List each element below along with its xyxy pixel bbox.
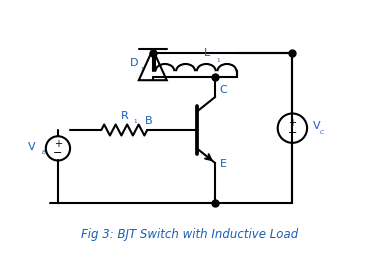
Text: B: B xyxy=(145,116,153,126)
Point xyxy=(289,51,295,55)
Text: Fig 3: BJT Switch with Inductive Load: Fig 3: BJT Switch with Inductive Load xyxy=(81,228,298,241)
Text: C: C xyxy=(220,85,227,95)
Text: +: + xyxy=(54,139,62,149)
Point xyxy=(212,202,218,206)
Text: −: − xyxy=(288,128,297,138)
Text: $_C$: $_C$ xyxy=(319,128,326,137)
Text: V: V xyxy=(28,141,36,152)
Point xyxy=(150,51,156,55)
Text: $_1$: $_1$ xyxy=(133,117,139,126)
Text: +: + xyxy=(288,118,296,128)
Text: $_1$: $_1$ xyxy=(216,56,221,64)
Text: R: R xyxy=(121,111,128,121)
Text: E: E xyxy=(220,159,227,170)
Text: D: D xyxy=(130,58,139,68)
Text: L: L xyxy=(204,48,210,58)
Point xyxy=(212,75,218,79)
Text: $_B$: $_B$ xyxy=(41,148,47,157)
Text: V: V xyxy=(313,121,320,131)
Text: $_1$: $_1$ xyxy=(140,65,145,74)
Text: −: − xyxy=(53,148,63,158)
